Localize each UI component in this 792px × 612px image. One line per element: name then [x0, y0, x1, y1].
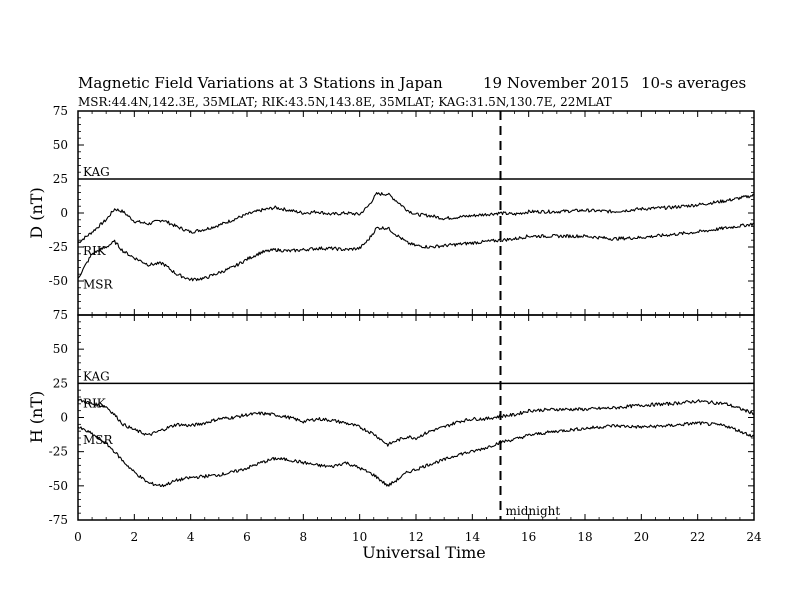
series-label-rik: RIK — [83, 397, 107, 411]
chart-date: 19 November 2015 — [483, 74, 629, 92]
y-tick-label: 75 — [53, 308, 68, 322]
x-tick-label: 0 — [74, 530, 82, 544]
series-label-msr: MSR — [83, 277, 114, 291]
x-tick-label: 4 — [187, 530, 195, 544]
chart-averaging: 10-s averages — [641, 74, 746, 92]
y-tick-label: 50 — [53, 138, 68, 152]
y-tick-label: -75 — [49, 513, 68, 527]
panel-h-ylabel: H (nT) — [27, 391, 46, 444]
x-tick-label: 2 — [131, 530, 139, 544]
x-tick-label: 8 — [300, 530, 308, 544]
x-axis-label: Universal Time — [362, 543, 485, 562]
series-line-msr — [77, 222, 755, 282]
midnight-label: midnight — [506, 504, 561, 518]
x-tick-label: 14 — [465, 530, 481, 544]
y-tick-label: -50 — [49, 479, 68, 493]
series-label-msr: MSR — [83, 433, 114, 447]
x-tick-label: 20 — [634, 530, 649, 544]
x-tick-label: 16 — [521, 530, 536, 544]
x-tick-label: 18 — [577, 530, 592, 544]
y-tick-label: 0 — [60, 411, 68, 425]
y-tick-label: -50 — [49, 274, 68, 288]
series-label-kag: KAG — [83, 369, 110, 383]
x-tick-label: 22 — [690, 530, 705, 544]
chart-title: Magnetic Field Variations at 3 Stations … — [78, 74, 443, 92]
series-line-msr — [77, 421, 755, 488]
y-tick-label: 50 — [53, 342, 68, 356]
y-tick-label: -25 — [49, 240, 68, 254]
x-tick-label: 12 — [408, 530, 423, 544]
y-tick-label: 25 — [53, 376, 68, 390]
station-coordinates: MSR:44.4N,142.3E, 35MLAT; RIK:43.5N,143.… — [78, 95, 612, 109]
x-tick-label: 6 — [243, 530, 251, 544]
x-tick-label: 10 — [352, 530, 367, 544]
x-tick-label: 24 — [746, 530, 762, 544]
y-tick-label: 0 — [60, 206, 68, 220]
series-line-rik — [77, 192, 755, 244]
panel-d-frame — [77, 110, 755, 316]
y-tick-label: 25 — [53, 172, 68, 186]
y-tick-label: -25 — [49, 445, 68, 459]
panel-h-frame — [77, 314, 755, 521]
chart-marks: 75 50 25 0 -25 -50 KAG RIK MSR 75 50 25 0 -25 -50 -75 KA… — [49, 104, 762, 544]
panel-d-ylabel: D (nT) — [27, 187, 46, 238]
series-line-rik — [77, 398, 755, 447]
series-label-kag: KAG — [83, 165, 110, 179]
y-tick-label: 75 — [53, 104, 68, 118]
